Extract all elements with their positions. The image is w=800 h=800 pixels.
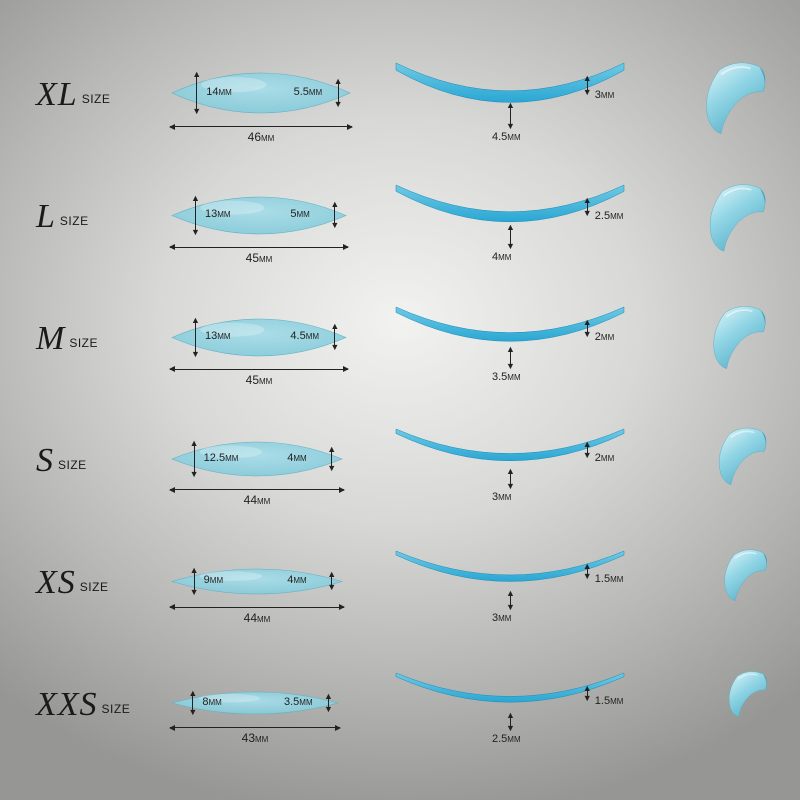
pad-top-view: 13MM5MM▲▼▲▼45MM xyxy=(150,167,380,267)
pad-edge-label: 4MM xyxy=(287,452,306,464)
threeD-shape xyxy=(700,59,770,137)
curve-edge-label: 1.5MM xyxy=(595,573,624,585)
pad-top-view: 12.5MM4MM▲▼▲▼44MM xyxy=(150,411,380,511)
curve-edge-label: 2MM xyxy=(595,331,614,343)
size-row-s: SSIZE 12.5MM4MM▲▼▲▼44MM ▲▼3MM▲▼2MM xyxy=(0,406,800,516)
pad-edge-label: 5.5MM xyxy=(294,86,323,98)
pad-height-label: 13MM xyxy=(205,330,231,342)
pad-height-label: 8MM xyxy=(202,696,221,708)
pad-height-label: 13MM xyxy=(205,208,231,220)
curve-edge-label: 2.5MM xyxy=(595,210,624,222)
pad-top-view: 13MM4.5MM▲▼▲▼45MM xyxy=(150,289,380,389)
size-suffix: SIZE xyxy=(102,702,131,716)
size-letter: XL xyxy=(36,76,78,114)
curve-edge-label: 2MM xyxy=(595,452,614,464)
size-label: XXS SIZE xyxy=(0,686,150,724)
pad-3d-view xyxy=(660,533,800,633)
pad-width-bar: 44MM xyxy=(170,483,344,497)
threeD-shape xyxy=(725,669,770,719)
size-row-m: MSIZE 13MM4.5MM▲▼▲▼45MM ▲▼3.5MM▲▼2MM xyxy=(0,284,800,394)
size-label: XL SIZE xyxy=(0,76,150,114)
threeD-shape xyxy=(708,303,770,372)
pad-side-view: ▲▼2.5MM▲▼1.5MM xyxy=(380,655,660,755)
size-label: S SIZE xyxy=(0,442,150,480)
curve-center-label: 4MM xyxy=(492,251,511,263)
pad-top-view: 14MM5.5MM▲▼▲▼46MM xyxy=(150,45,380,145)
pad-side-view: ▲▼4MM▲▼2.5MM xyxy=(380,167,660,267)
size-letter: XXS xyxy=(36,686,98,724)
pad-top-view: 9MM4MM▲▼▲▼44MM xyxy=(150,533,380,633)
pad-side-view: ▲▼3MM▲▼2MM xyxy=(380,411,660,511)
curve-center-label: 3MM xyxy=(492,612,511,624)
pad-edge-label: 4.5MM xyxy=(290,330,319,342)
size-row-xs: XSSIZE 9MM4MM▲▼▲▼44MM ▲▼3MM▲▼1.5MM xyxy=(0,528,800,638)
size-letter: L xyxy=(36,198,56,236)
pad-edge-label: 3.5MM xyxy=(284,696,313,708)
size-suffix: SIZE xyxy=(80,580,109,594)
size-letter: M xyxy=(36,320,65,358)
size-letter: S xyxy=(36,442,54,480)
size-label: M SIZE xyxy=(0,320,150,358)
threeD-shape xyxy=(714,425,770,487)
curve-edge-label: 1.5MM xyxy=(595,695,624,707)
size-suffix: SIZE xyxy=(58,458,87,472)
size-row-xxs: XXSSIZE 8MM3.5MM▲▼▲▼43MM ▲▼2.5MM▲▼1.5MM xyxy=(0,650,800,760)
curve-center-label: 4.5MM xyxy=(492,131,521,143)
pad-height-label: 12.5MM xyxy=(204,452,239,464)
pad-edge-label: 4MM xyxy=(287,574,306,586)
pad-side-view: ▲▼3MM▲▼1.5MM xyxy=(380,533,660,633)
pad-side-view: ▲▼3.5MM▲▼2MM xyxy=(380,289,660,389)
threeD-shape xyxy=(720,547,770,603)
pad-width-bar: 46MM xyxy=(170,120,352,134)
curve-center-label: 2.5MM xyxy=(492,733,521,745)
pad-3d-view xyxy=(660,45,800,145)
pad-top-view: 8MM3.5MM▲▼▲▼43MM xyxy=(150,655,380,755)
size-letter: XS xyxy=(36,564,76,602)
pad-3d-view xyxy=(660,289,800,389)
pad-side-view: ▲▼4.5MM▲▼3MM xyxy=(380,45,660,145)
curve-center-label: 3.5MM xyxy=(492,371,521,383)
pad-width-bar: 43MM xyxy=(170,721,340,735)
pad-3d-view xyxy=(660,655,800,755)
threeD-shape xyxy=(704,181,770,254)
size-row-l: LSIZE 13MM5MM▲▼▲▼45MM ▲▼4MM▲▼2.5MM xyxy=(0,162,800,272)
pad-width-bar: 44MM xyxy=(170,601,344,615)
size-suffix: SIZE xyxy=(69,336,98,350)
size-label: XS SIZE xyxy=(0,564,150,602)
pad-height-label: 9MM xyxy=(204,574,223,586)
curve-edge-label: 3MM xyxy=(595,89,614,101)
pad-3d-view xyxy=(660,167,800,267)
pad-3d-view xyxy=(660,411,800,511)
pad-width-bar: 45MM xyxy=(170,241,348,255)
size-row-xl: XLSIZE 14MM5.5MM▲▼▲▼46MM ▲▼4.5MM▲▼3MM xyxy=(0,40,800,150)
size-suffix: SIZE xyxy=(60,214,89,228)
pad-height-label: 14MM xyxy=(206,86,232,98)
pad-edge-label: 5MM xyxy=(290,208,309,220)
curve-center-label: 3MM xyxy=(492,491,511,503)
size-suffix: SIZE xyxy=(82,92,111,106)
pad-width-bar: 45MM xyxy=(170,363,348,377)
size-label: L SIZE xyxy=(0,198,150,236)
